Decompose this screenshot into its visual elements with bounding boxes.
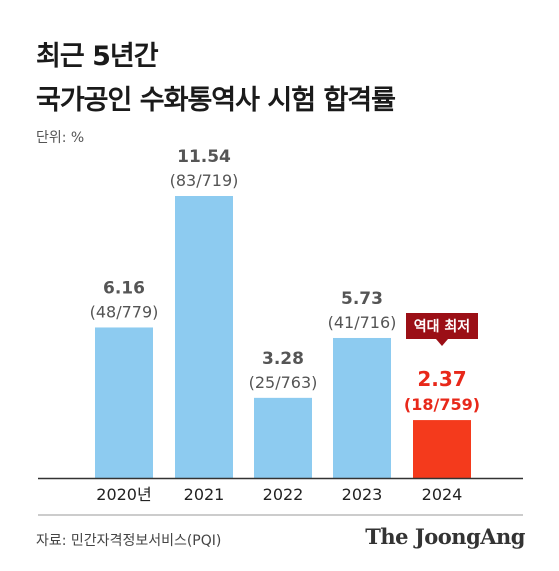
bar-sub-label-0: (48/779) bbox=[90, 302, 159, 321]
x-tick-label-2: 2022 bbox=[263, 485, 304, 504]
bar-sub-label-4: (18/759) bbox=[404, 395, 480, 414]
bar-sub-label-2: (25/763) bbox=[249, 373, 318, 392]
bar-value-label-4: 2.37 bbox=[417, 367, 466, 391]
bar-value-label-0: 6.16 bbox=[103, 278, 145, 298]
chart-title-line-2: 국가공인 수화통역사 시험 합격률 bbox=[36, 85, 396, 116]
bar-4 bbox=[413, 420, 471, 478]
x-tick-label-3: 2023 bbox=[342, 485, 383, 504]
bar-value-label-1: 11.54 bbox=[177, 147, 231, 167]
bar-2 bbox=[254, 397, 312, 478]
source-note: 자료: 민간자격정보서비스(PQI) bbox=[36, 533, 222, 549]
brand-logo: The JoongAng bbox=[365, 524, 525, 549]
x-tick-label-1: 2021 bbox=[184, 485, 225, 504]
bar-1 bbox=[175, 196, 233, 478]
chart-title-line-1: 최근 5년간 bbox=[36, 41, 159, 72]
bar-value-label-3: 5.73 bbox=[341, 289, 383, 309]
callout-label: 역대 최저 bbox=[414, 318, 470, 335]
x-tick-label-4: 2024 bbox=[422, 485, 463, 504]
bar-0 bbox=[95, 327, 153, 478]
bar-sub-label-3: (41/716) bbox=[328, 313, 397, 332]
bar-sub-label-1: (83/719) bbox=[170, 171, 239, 190]
bar-value-label-2: 3.28 bbox=[262, 349, 304, 369]
x-tick-label-0: 2020년 bbox=[96, 485, 151, 504]
bar-3 bbox=[333, 337, 391, 478]
callout-pointer bbox=[436, 339, 448, 346]
unit-label: 단위: % bbox=[36, 130, 85, 146]
callout-box bbox=[406, 313, 478, 339]
